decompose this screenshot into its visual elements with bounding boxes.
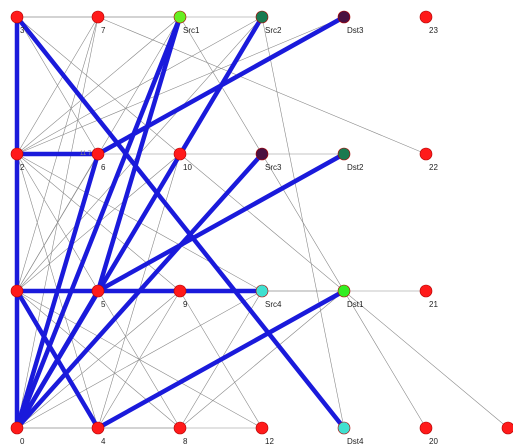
thick-edge-0-5 bbox=[14, 288, 101, 431]
thin-edge-2-7 bbox=[16, 16, 99, 155]
node-label-7: 7 bbox=[101, 26, 106, 35]
node-label-9: 9 bbox=[183, 300, 188, 309]
node-label-22: 22 bbox=[429, 163, 438, 172]
node-6[interactable] bbox=[91, 147, 105, 161]
thin-edge-0-9 bbox=[16, 290, 181, 429]
stray-edge-label: 11 7 bbox=[80, 151, 92, 157]
thick-edge-layer bbox=[14, 14, 347, 431]
node-2[interactable] bbox=[10, 147, 24, 161]
node-9[interactable] bbox=[173, 284, 187, 298]
node-23[interactable] bbox=[419, 10, 433, 24]
thin-edge-7-22 bbox=[97, 16, 427, 155]
thick-edge-5-Dst2 bbox=[95, 151, 347, 294]
node-5[interactable] bbox=[91, 284, 105, 298]
node-label-0: 0 bbox=[20, 437, 25, 446]
thick-edge-0-Src1 bbox=[14, 14, 183, 431]
node-Src1[interactable] bbox=[173, 10, 187, 24]
node-label-23: 23 bbox=[429, 26, 438, 35]
node-layer bbox=[10, 10, 513, 435]
node-3[interactable] bbox=[10, 10, 24, 24]
node-20[interactable] bbox=[419, 421, 433, 435]
node-label-2: 2 bbox=[20, 163, 25, 172]
label-layer: 0 4 8 12 Dst4 20 5 9 Src4 Dst1 21 2 6 10 Src3 Dst2 22 3 7 S… bbox=[20, 26, 438, 446]
node-4[interactable] bbox=[91, 421, 105, 435]
node-label-10: 10 bbox=[183, 163, 192, 172]
thin-edge-0-7 bbox=[16, 16, 99, 429]
node-12[interactable] bbox=[255, 421, 269, 435]
node-n24[interactable] bbox=[501, 421, 513, 435]
node-label-4: 4 bbox=[101, 437, 106, 446]
node-label-8: 8 bbox=[183, 437, 188, 446]
node-label-Src2: Src2 bbox=[265, 26, 282, 35]
thick-edge-5-Src1 bbox=[95, 14, 183, 294]
node-10[interactable] bbox=[173, 147, 187, 161]
node-label-Dst1: Dst1 bbox=[347, 300, 364, 309]
node-label-Dst4: Dst4 bbox=[347, 437, 364, 446]
node-Src3[interactable] bbox=[255, 147, 269, 161]
node-Src2[interactable] bbox=[255, 10, 269, 24]
node-8[interactable] bbox=[173, 421, 187, 435]
node-Dst3[interactable] bbox=[337, 10, 351, 24]
node-label-Dst3: Dst3 bbox=[347, 26, 364, 35]
node-label-12: 12 bbox=[265, 437, 274, 446]
node-label-6: 6 bbox=[101, 163, 106, 172]
thin-edge-8-Dst1 bbox=[179, 290, 345, 429]
node-label-20: 20 bbox=[429, 437, 438, 446]
thin-edge-4-9 bbox=[97, 290, 181, 429]
node-7[interactable] bbox=[91, 10, 105, 24]
node-label-Src4: Src4 bbox=[265, 300, 282, 309]
node-21[interactable] bbox=[419, 284, 433, 298]
node-1[interactable] bbox=[10, 284, 24, 298]
node-22[interactable] bbox=[419, 147, 433, 161]
node-label-Src3: Src3 bbox=[265, 163, 282, 172]
node-Src4[interactable] bbox=[255, 284, 269, 298]
node-label-21: 21 bbox=[429, 300, 438, 309]
node-label-Src1: Src1 bbox=[183, 26, 200, 35]
thick-edge-6-Dst3 bbox=[95, 14, 347, 157]
thin-edge-layer bbox=[16, 16, 509, 429]
node-0[interactable] bbox=[10, 421, 24, 435]
thin-edge-2-Dst3 bbox=[16, 16, 345, 155]
node-Dst1[interactable] bbox=[337, 284, 351, 298]
node-Dst2[interactable] bbox=[337, 147, 351, 161]
thick-edge-4-Dst1 bbox=[95, 288, 347, 431]
thick-edge-3-Dst4 bbox=[14, 14, 347, 431]
thin-edge-0-Src4 bbox=[16, 290, 263, 429]
thin-edge-Src2-Dst4 bbox=[261, 16, 345, 429]
node-label-Dst2: Dst2 bbox=[347, 163, 364, 172]
node-label-5: 5 bbox=[101, 300, 106, 309]
node-label-3: 3 bbox=[20, 26, 25, 35]
node-Dst4[interactable] bbox=[337, 421, 351, 435]
